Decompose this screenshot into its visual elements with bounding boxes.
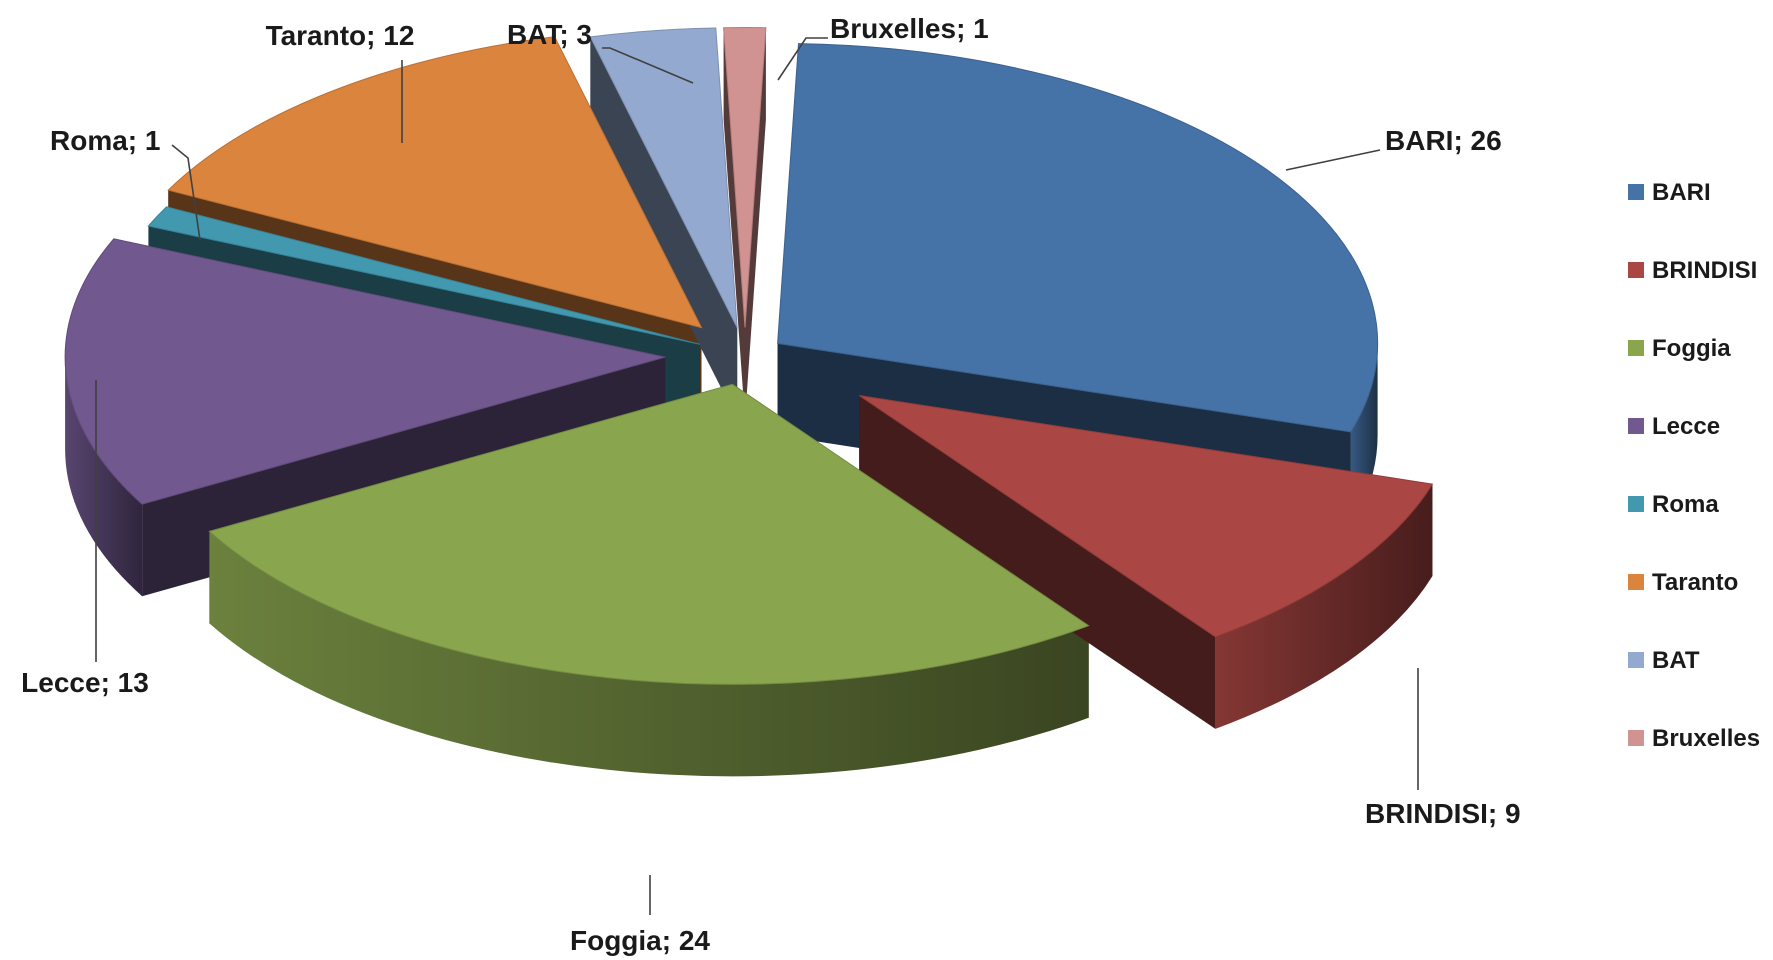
slice-bari	[777, 43, 1379, 433]
leader-line-roma	[171, 144, 201, 241]
legend-item-bat: BAT	[1628, 647, 1700, 674]
data-label-bat: BAT; 3	[507, 19, 592, 50]
legend-item-lecce: Lecce	[1628, 413, 1720, 440]
data-label-bari: BARI; 26	[1385, 125, 1502, 156]
legend-label-lecce: Lecce	[1652, 413, 1720, 440]
slice-bruxelles	[723, 27, 767, 328]
legend-swatch-bari	[1628, 184, 1644, 200]
legend-swatch-roma	[1628, 496, 1644, 512]
slice-lecce	[64, 238, 666, 505]
legend-label-roma: Roma	[1652, 491, 1719, 518]
leader-line-bat	[602, 47, 694, 84]
slice-tops	[64, 27, 1434, 685]
legend-item-taranto: Taranto	[1628, 569, 1738, 596]
legend-label-foggia: Foggia	[1652, 335, 1731, 362]
legend-label-brindisi: BRINDISI	[1652, 257, 1757, 284]
slice-rim-foggia	[209, 531, 1089, 777]
legend-label-bat: BAT	[1652, 647, 1700, 674]
data-label-brindisi: BRINDISI; 9	[1365, 798, 1521, 829]
legend-item-roma: Roma	[1628, 491, 1719, 518]
leader-lines	[95, 37, 1419, 915]
legend-swatch-taranto	[1628, 574, 1644, 590]
slice-rim-brindisi	[1215, 484, 1433, 729]
slice-brindisi	[858, 395, 1434, 638]
leader-line-bari	[1285, 149, 1381, 171]
legend-swatch-bruxelles	[1628, 730, 1644, 746]
legend-label-bruxelles: Bruxelles	[1652, 725, 1760, 752]
legend: BARI BRINDISI Foggia Lecce Roma Taranto BAT Bru…	[1628, 179, 1760, 752]
legend-item-bari: BARI	[1628, 179, 1711, 206]
leader-line-bruxelles	[777, 37, 828, 81]
legend-swatch-lecce	[1628, 418, 1644, 434]
data-label-bruxelles: Bruxelles; 1	[830, 13, 989, 44]
data-labels: BARI; 26 BRINDISI; 9 Foggia; 24 Lecce; 13 Ro…	[21, 13, 1520, 956]
legend-swatch-brindisi	[1628, 262, 1644, 278]
slice-wall-bat-0	[590, 36, 738, 420]
data-label-lecce: Lecce; 13	[21, 667, 149, 698]
slice-roma	[147, 206, 700, 345]
slice-wall-bruxelles-0	[723, 27, 745, 420]
data-label-foggia: Foggia; 24	[570, 925, 710, 956]
legend-item-foggia: Foggia	[1628, 335, 1731, 362]
slice-side-bruxelles	[723, 27, 766, 420]
legend-swatch-bat	[1628, 652, 1644, 668]
slice-rim-lecce	[65, 357, 143, 597]
slice-wall-brindisi-1	[859, 395, 1216, 729]
data-label-roma: Roma; 1	[50, 125, 160, 156]
slice-bat	[589, 27, 738, 329]
legend-label-bari: BARI	[1652, 179, 1711, 206]
data-label-taranto: Taranto; 12	[266, 20, 415, 51]
slice-foggia	[208, 383, 1090, 685]
legend-item-brindisi: BRINDISI	[1628, 257, 1757, 284]
slice-wall-bruxelles-1	[745, 27, 766, 420]
slice-taranto	[167, 36, 703, 329]
legend-swatch-foggia	[1628, 340, 1644, 356]
legend-item-bruxelles: Bruxelles	[1628, 725, 1760, 752]
legend-label-taranto: Taranto	[1652, 569, 1738, 596]
